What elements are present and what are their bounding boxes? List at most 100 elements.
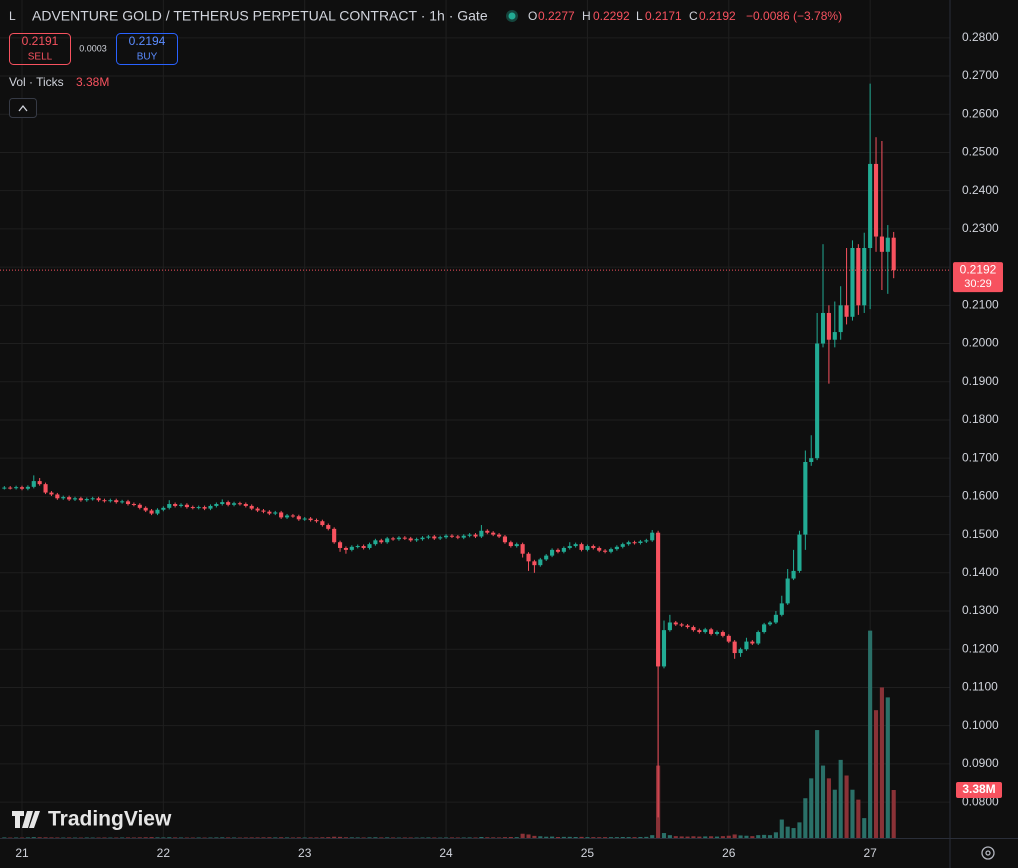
- settings-button[interactable]: [981, 846, 995, 860]
- sell-price[interactable]: 0.2191: [22, 34, 59, 48]
- volume-bar: [561, 836, 566, 838]
- volume-bar: [667, 835, 672, 838]
- candle-body: [791, 570, 796, 579]
- candle-body: [43, 484, 48, 493]
- volume-bar: [644, 836, 649, 838]
- candle-body: [838, 305, 843, 333]
- candle-body: [815, 343, 820, 459]
- candle-body: [485, 530, 490, 533]
- volume-value: 3.38M: [76, 75, 109, 89]
- candle-body: [361, 546, 366, 548]
- candle-body: [550, 549, 555, 556]
- candle-body: [620, 544, 625, 547]
- y-tick-label: 0.2000: [962, 336, 999, 350]
- last-price-label: 0.2192: [960, 262, 997, 276]
- candle-body: [573, 544, 578, 547]
- volume-bar: [320, 837, 325, 838]
- volume-bar: [691, 836, 696, 838]
- volume-badge-label: 3.38M: [962, 782, 995, 796]
- volume-bar: [249, 837, 254, 838]
- collapse-icon[interactable]: [18, 104, 28, 112]
- volume-bar: [779, 819, 784, 838]
- candle-body: [720, 632, 725, 636]
- candle-body: [161, 507, 166, 510]
- collapse-button[interactable]: [9, 98, 37, 118]
- candle-body: [8, 487, 13, 489]
- collapse-box[interactable]: [9, 98, 37, 118]
- buy-box[interactable]: [116, 33, 178, 65]
- candle-body: [231, 503, 237, 505]
- volume-bar: [367, 837, 372, 838]
- settings-icon[interactable]: [981, 846, 995, 860]
- candle-body: [273, 512, 278, 514]
- volume-bar: [762, 834, 767, 838]
- volume-bar: [844, 775, 849, 838]
- volume-bar: [862, 818, 867, 838]
- volume-bar: [125, 837, 131, 838]
- volume-bar: [385, 837, 390, 838]
- candle-body: [214, 504, 219, 506]
- volume-bar: [726, 835, 731, 838]
- y-tick-label: 0.1100: [962, 680, 998, 694]
- volume-bar: [226, 837, 231, 838]
- candle-body: [738, 649, 743, 654]
- volume-bar: [826, 778, 831, 838]
- x-tick-label: 21: [15, 846, 29, 860]
- buy-price[interactable]: 0.2194: [129, 34, 166, 48]
- candle-body: [208, 505, 213, 509]
- candle-body: [844, 305, 849, 317]
- volume-bar: [744, 835, 749, 838]
- candle-body: [850, 247, 855, 317]
- candle-body: [173, 504, 178, 506]
- candle-body: [19, 487, 25, 489]
- candle-body: [420, 537, 425, 540]
- sell-button[interactable]: 0.2191 SELL: [9, 33, 71, 65]
- volume-bar: [267, 837, 272, 838]
- volume-bar: [173, 837, 178, 838]
- candle-body: [656, 532, 661, 667]
- candle-body: [290, 515, 295, 517]
- candle-body: [732, 641, 737, 654]
- volume-bar: [314, 837, 319, 838]
- candle-body: [626, 542, 631, 545]
- sell-label[interactable]: SELL: [28, 52, 53, 63]
- candle-body: [603, 550, 608, 552]
- candle-body: [379, 540, 384, 543]
- ohlc-value: 0.2277: [538, 9, 575, 23]
- candle-body: [426, 536, 431, 538]
- ohlc-value: 0.2292: [593, 9, 630, 23]
- candle-body: [608, 549, 614, 552]
- volume-bar: [614, 837, 619, 838]
- y-tick-label: 0.1900: [962, 374, 999, 388]
- y-tick-label: 0.0900: [962, 756, 999, 770]
- volume-bar: [885, 697, 890, 838]
- volume-bar: [532, 835, 537, 838]
- candle-body: [131, 504, 136, 506]
- y-tick-label: 0.2100: [962, 297, 999, 311]
- candle-body: [667, 622, 672, 631]
- volume-bar: [591, 837, 596, 838]
- y-tick-label: 0.1400: [962, 565, 999, 579]
- buy-label[interactable]: BUY: [137, 52, 158, 63]
- volume-bar: [815, 730, 820, 838]
- candle-body: [267, 511, 272, 514]
- y-tick-label: 0.1300: [962, 603, 999, 617]
- volume-bar: [497, 837, 502, 838]
- volume-bar: [720, 836, 725, 838]
- candle-body: [390, 538, 396, 540]
- candle-body: [149, 510, 154, 514]
- candle-body: [237, 503, 242, 505]
- x-tick-label: 24: [439, 846, 453, 860]
- candle-body: [497, 534, 502, 537]
- candle-body: [585, 546, 590, 550]
- sell-box[interactable]: [9, 33, 71, 65]
- candle-body: [184, 504, 189, 508]
- buy-button[interactable]: 0.2194 BUY: [116, 33, 178, 65]
- candle-body: [502, 536, 508, 543]
- settings-icon-center[interactable]: [985, 850, 991, 856]
- volume-bar: [167, 837, 172, 838]
- countdown: 30:29: [964, 278, 992, 290]
- candle-body: [561, 547, 566, 552]
- volume-bar: [261, 837, 266, 838]
- candle-body: [249, 505, 254, 509]
